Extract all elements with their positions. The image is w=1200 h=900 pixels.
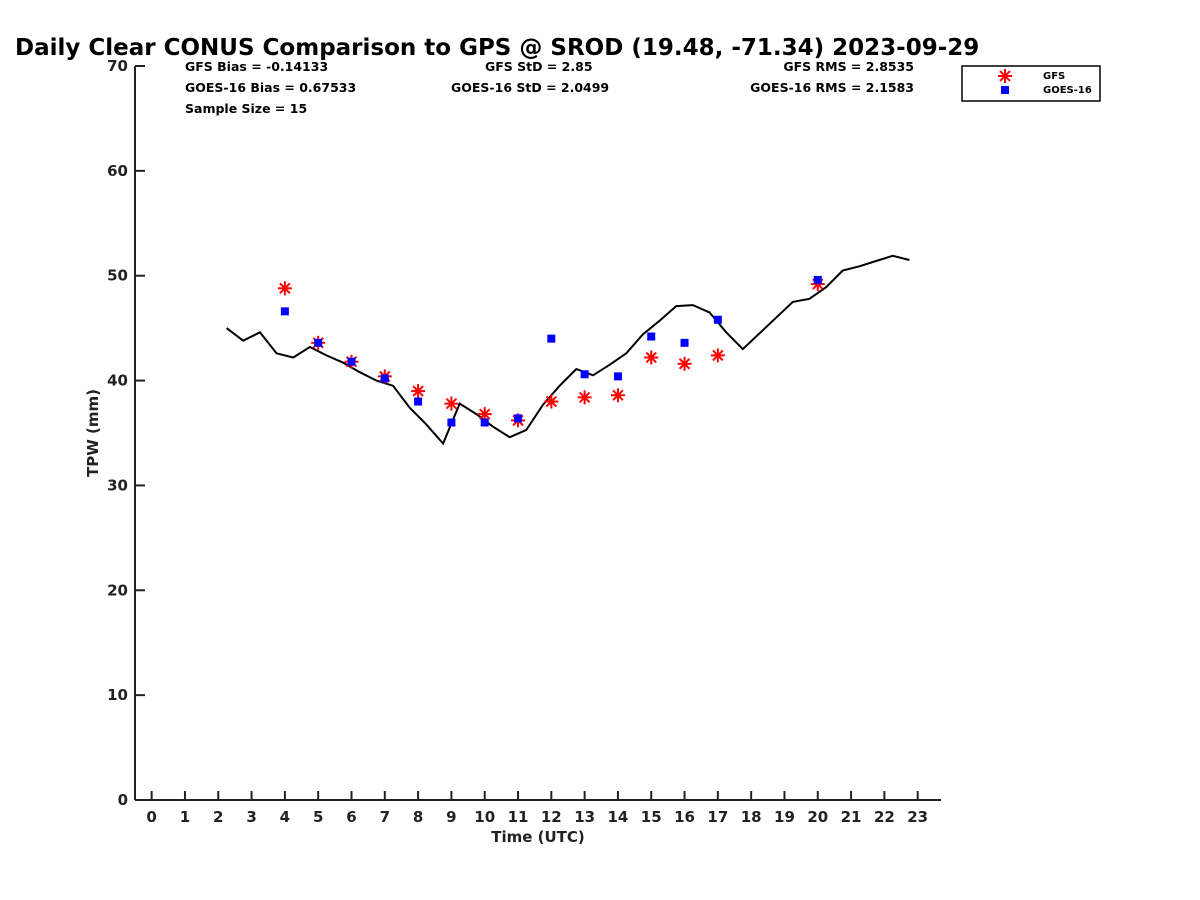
x-tick-label: 11	[508, 808, 529, 826]
gfs-point	[577, 390, 592, 405]
x-tick-label: 1	[180, 808, 190, 826]
goes-16-point	[580, 370, 589, 379]
x-tick-label: 19	[774, 808, 795, 826]
gfs-point	[544, 394, 559, 409]
x-tick-label: 12	[541, 808, 562, 826]
x-tick-label: 15	[641, 808, 662, 826]
gfs-point	[444, 396, 459, 411]
x-tick-label: 18	[741, 808, 762, 826]
x-tick-label: 3	[246, 808, 256, 826]
x-tick-label: 7	[380, 808, 390, 826]
gfs-point	[477, 407, 492, 422]
legend-goes-square	[1001, 86, 1009, 94]
y-tick-label: 0	[118, 791, 128, 809]
gfs-point	[610, 388, 625, 403]
y-tick-label: 10	[107, 686, 128, 704]
gfs-point	[710, 348, 725, 363]
goes-16-point	[813, 275, 822, 284]
legend: GFS GOES-16	[961, 65, 1101, 102]
goes-16-point	[314, 338, 323, 347]
y-tick-label: 60	[107, 162, 128, 180]
stat-gfs-rms: GFS RMS = 2.8535	[783, 59, 914, 74]
chart-title: Daily Clear CONUS Comparison to GPS @ SR…	[15, 35, 979, 61]
x-tick-label: 17	[707, 808, 728, 826]
gfs-point	[277, 281, 292, 296]
legend-goes-marker	[1001, 86, 1009, 94]
goes-16-point	[414, 397, 423, 406]
gfs-point	[644, 350, 659, 365]
x-tick-label: 9	[446, 808, 456, 826]
legend-goes-label: GOES-16	[1043, 85, 1092, 96]
x-tick-label: 2	[213, 808, 223, 826]
goes-16-point	[380, 374, 389, 383]
goes-16-point	[613, 372, 622, 381]
x-tick-label: 16	[674, 808, 695, 826]
legend-gfs-label: GFS	[1043, 71, 1065, 82]
goes-16-point	[280, 307, 289, 316]
stat-goes-rms: GOES-16 RMS = 2.1583	[750, 80, 914, 95]
goes-16-point	[447, 418, 456, 427]
stat-gfs-std: GFS StD = 2.85	[485, 59, 593, 74]
legend-gfs-marker	[998, 69, 1012, 83]
goes-16-point	[547, 334, 556, 343]
x-tick-label: 13	[574, 808, 595, 826]
x-tick-label: 22	[874, 808, 895, 826]
y-axis-label: TPW (mm)	[84, 389, 102, 477]
y-tick-label: 70	[107, 57, 128, 75]
goes-16-point	[713, 315, 722, 324]
gfs-point	[677, 356, 692, 371]
goes-16-point	[347, 357, 356, 366]
goes-16-point	[514, 414, 523, 423]
x-tick-label: 21	[841, 808, 862, 826]
x-tick-label: 6	[346, 808, 356, 826]
x-tick-label: 23	[907, 808, 928, 826]
legend-gfs-asterisk	[998, 69, 1012, 83]
x-tick-label: 4	[280, 808, 290, 826]
y-tick-label: 50	[107, 267, 128, 285]
goes-16-point	[680, 338, 689, 347]
stat-gfs-bias: GFS Bias = -0.14133	[185, 59, 328, 74]
gfs-point	[411, 384, 426, 399]
legend-box	[961, 65, 1101, 102]
x-tick-label: 0	[146, 808, 156, 826]
goes-16-point	[647, 332, 656, 341]
y-tick-label: 30	[107, 476, 128, 494]
x-tick-label: 20	[807, 808, 828, 826]
y-tick-label: 20	[107, 581, 128, 599]
x-axis-label: Time (UTC)	[491, 828, 585, 846]
goes-16-point	[480, 418, 489, 427]
gps-line	[225, 254, 910, 446]
x-tick-label: 8	[413, 808, 423, 826]
stat-goes-std: GOES-16 StD = 2.0499	[451, 80, 609, 95]
stat-goes-bias: GOES-16 Bias = 0.67533	[185, 80, 356, 95]
stat-sample-size: Sample Size = 15	[185, 101, 307, 116]
y-tick-label: 40	[107, 372, 128, 390]
x-tick-label: 5	[313, 808, 323, 826]
x-tick-label: 14	[607, 808, 628, 826]
x-tick-label: 10	[474, 808, 495, 826]
